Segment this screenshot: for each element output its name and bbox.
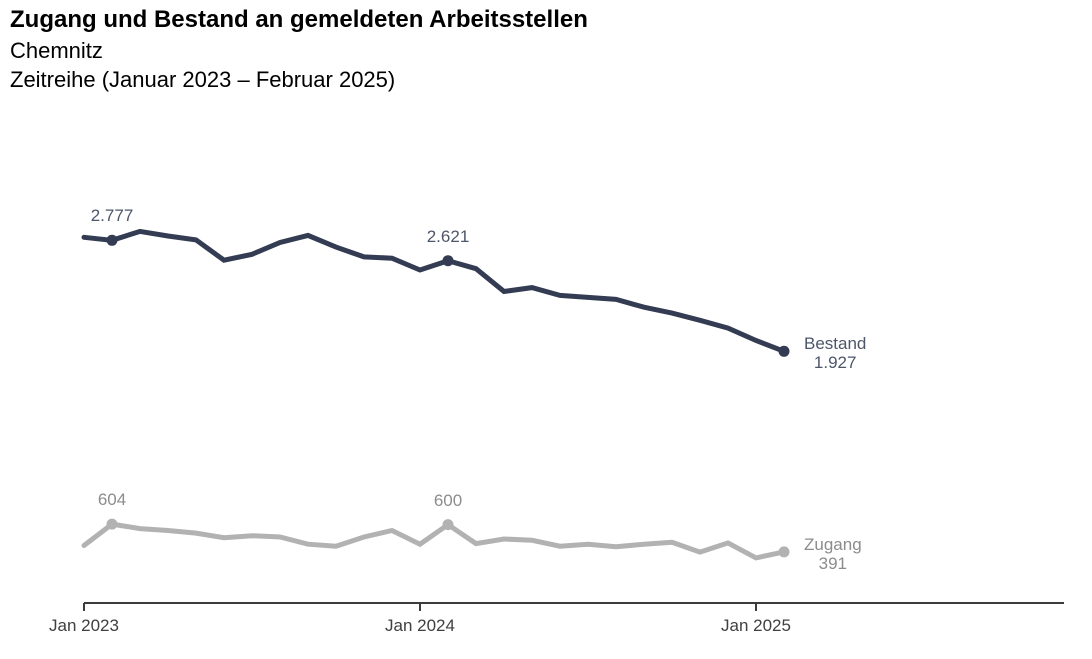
bestand-series-name: Bestand <box>804 334 867 353</box>
x-axis-label: Jan 2025 <box>721 616 791 635</box>
chart-header: Zugang und Bestand an gemeldeten Arbeits… <box>10 4 588 94</box>
bestand-end-value: 1.927 <box>813 353 857 372</box>
bestand-value-label: 2.621 <box>426 227 470 246</box>
zugang-end-value: 391 <box>818 554 848 573</box>
zugang-point-marker <box>778 546 790 558</box>
zugang-point-marker <box>442 519 454 531</box>
bestand-end-label: Bestand 1.927 <box>804 334 866 372</box>
bestand-value-label: 2.777 <box>90 206 134 225</box>
zugang-value-label: 600 <box>433 491 463 510</box>
bestand-point-marker <box>778 345 790 357</box>
bestand-point-marker <box>106 234 118 246</box>
x-axis-label: Jan 2024 <box>385 616 455 635</box>
x-axis-label: Jan 2023 <box>49 616 119 635</box>
bestand-point-marker <box>442 255 454 267</box>
chart-region: Chemnitz <box>10 38 103 63</box>
bestand-line <box>81 228 787 354</box>
zugang-point-marker <box>106 518 118 530</box>
zugang-line <box>81 521 787 561</box>
zugang-series-name: Zugang <box>804 535 862 554</box>
zugang-end-label: Zugang 391 <box>804 535 862 573</box>
zugang-value-label: 604 <box>97 490 127 509</box>
chart-subtitle: Zeitreihe (Januar 2023 – Februar 2025) <box>10 67 396 92</box>
chart-title: Zugang und Bestand an gemeldeten Arbeits… <box>10 6 588 33</box>
